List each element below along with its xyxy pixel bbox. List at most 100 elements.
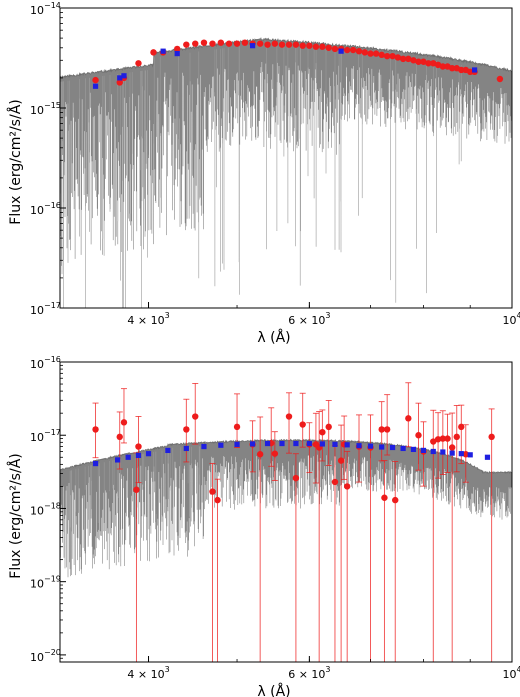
data-point-circle	[278, 41, 286, 48]
data-point-square	[440, 449, 446, 455]
data-point-circle	[378, 426, 385, 433]
x-tick-label: 6 × 103	[288, 311, 330, 327]
x-axis-label: λ (Å)	[257, 329, 290, 346]
bottom-panel: 10−20 10−19 10−18 10−17 10−16 4 × 103 6 × 103 1…	[7, 355, 520, 697]
blue-square-series	[92, 440, 491, 467]
data-point-square	[293, 440, 299, 447]
y-axis-label: Flux (erg/cm²/s/Å)	[7, 453, 24, 578]
spectrum-envelope	[60, 37, 512, 79]
data-point-circle	[381, 494, 388, 501]
x-tick-label: 104	[502, 665, 520, 681]
data-point-circle	[285, 413, 293, 420]
data-point-circle	[425, 60, 432, 67]
data-point-circle	[349, 46, 357, 54]
data-point-square	[458, 451, 464, 457]
data-point-circle	[444, 435, 451, 442]
data-point-circle	[150, 49, 157, 56]
y-tick-label: 10−20	[30, 648, 61, 664]
data-markers	[92, 39, 504, 89]
data-point-square	[306, 440, 312, 447]
data-point-square	[183, 445, 189, 452]
data-point-circle	[394, 54, 402, 61]
data-point-circle	[389, 52, 396, 60]
y-axis: 10−17 10−16 10−15 10−14	[30, 1, 66, 317]
data-point-square	[484, 454, 491, 460]
data-point-circle	[306, 42, 313, 49]
data-point-circle	[439, 63, 447, 70]
data-markers	[92, 382, 495, 662]
x-axis: 4 × 103 6 × 103 104	[127, 656, 520, 681]
data-point-square	[114, 457, 121, 463]
data-point-circle	[225, 40, 233, 47]
data-point-circle	[467, 68, 474, 76]
data-point-circle	[415, 58, 422, 65]
data-point-circle	[325, 44, 332, 51]
data-point-square	[249, 441, 256, 447]
data-point-circle	[430, 438, 437, 445]
x-tick-label: 4 × 103	[127, 665, 169, 681]
data-point-circle	[217, 39, 225, 46]
spectrum-deep-lines	[69, 446, 201, 532]
data-point-square	[264, 440, 271, 447]
data-point-circle	[214, 496, 221, 504]
data-point-square	[249, 43, 256, 49]
data-point-circle	[264, 41, 271, 48]
y-tick-label: 10−15	[30, 101, 61, 117]
data-point-circle	[420, 58, 427, 65]
data-point-square	[389, 444, 396, 451]
data-point-circle	[285, 41, 293, 48]
data-point-square	[125, 454, 131, 460]
data-point-square	[367, 443, 374, 449]
data-point-circle	[361, 49, 369, 56]
data-point-circle	[367, 50, 374, 57]
data-point-circle	[331, 45, 339, 53]
data-point-circle	[434, 436, 442, 443]
data-point-circle	[331, 478, 339, 486]
data-point-circle	[116, 433, 123, 441]
model-spectrum	[60, 438, 512, 578]
plot-frame	[59, 361, 513, 663]
data-point-circle	[209, 488, 216, 495]
data-point-circle	[292, 474, 300, 482]
data-point-circle	[120, 419, 128, 426]
data-point-circle	[209, 40, 216, 47]
data-point-circle	[458, 423, 465, 431]
data-point-square	[121, 73, 127, 79]
data-point-square	[410, 446, 417, 453]
data-point-circle	[415, 432, 422, 439]
data-point-circle	[312, 43, 320, 50]
data-point-circle	[405, 55, 412, 63]
data-point-circle	[241, 39, 249, 46]
data-point-square	[379, 444, 385, 450]
data-point-square	[332, 441, 338, 447]
data-point-circle	[192, 40, 199, 47]
data-point-circle	[174, 45, 181, 53]
data-point-circle	[135, 60, 142, 67]
spectrum-body	[60, 38, 512, 259]
data-point-circle	[383, 52, 391, 60]
data-point-square	[117, 75, 123, 81]
data-point-circle	[343, 46, 351, 54]
spectrum-body	[60, 439, 512, 578]
data-point-circle	[183, 426, 190, 433]
y-tick-label: 10−18	[30, 501, 61, 517]
data-point-circle	[430, 60, 437, 67]
data-point-square	[279, 440, 285, 447]
y-tick-label: 10−16	[30, 355, 61, 371]
data-point-circle	[292, 41, 300, 48]
data-point-square	[338, 48, 344, 54]
data-point-circle	[135, 443, 142, 450]
data-point-circle	[271, 40, 279, 47]
data-point-square	[218, 442, 224, 448]
red-circle-series	[92, 382, 495, 662]
data-point-circle	[410, 57, 417, 64]
data-point-circle	[299, 42, 306, 49]
y-tick-label: 10−19	[30, 575, 61, 591]
data-point-circle	[383, 426, 391, 433]
data-point-circle	[116, 79, 123, 86]
data-point-square	[174, 50, 180, 57]
data-point-square	[201, 443, 207, 450]
data-point-circle	[92, 76, 99, 84]
data-point-square	[145, 451, 152, 457]
